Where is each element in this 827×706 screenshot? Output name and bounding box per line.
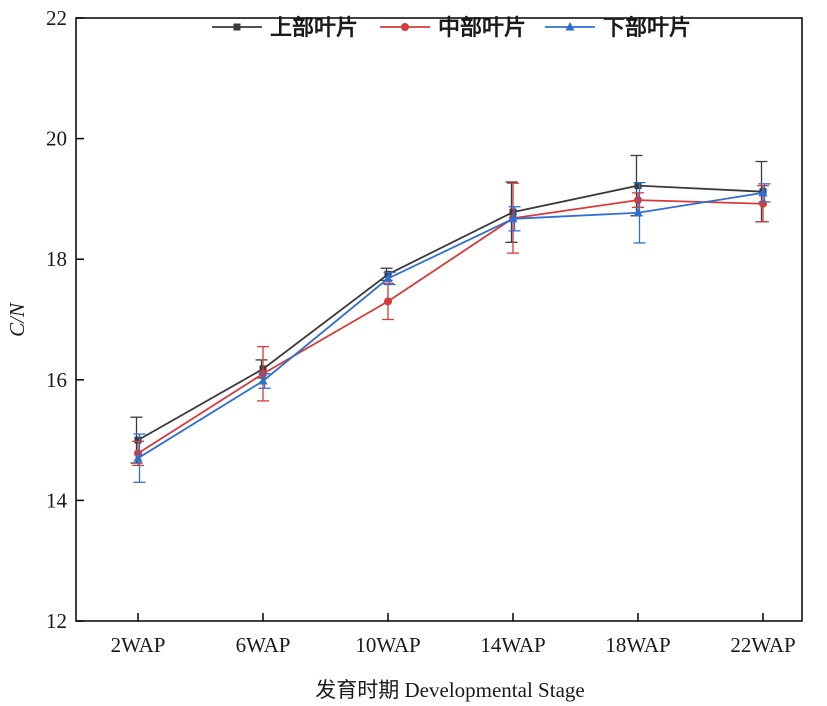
- legend-item: 中部叶片: [380, 15, 526, 41]
- data-point-circle: [759, 199, 767, 208]
- y-axis-title: C/N: [5, 302, 29, 337]
- data-point-triangle: [565, 22, 575, 31]
- series-group: [130, 154, 771, 483]
- x-tick-label: 14WAP: [480, 633, 545, 657]
- plot-frame: [75, 17, 803, 622]
- data-point-triangle: [133, 453, 143, 462]
- series-1: [130, 154, 768, 464]
- y-tick-label: 20: [46, 127, 67, 151]
- x-axis-title: 发育时期 Developmental Stage: [315, 678, 584, 702]
- series-2: [132, 182, 769, 467]
- legend-item: 下部叶片: [545, 15, 691, 41]
- series-line: [137, 199, 764, 455]
- x-tick-label: 6WAP: [236, 633, 291, 657]
- data-point-circle: [634, 196, 642, 205]
- data-point-triangle: [633, 207, 643, 217]
- x-axis-ticks: 2WAP 6WAP 10WAP 14WAP 18WAP 22WAP: [111, 613, 796, 657]
- y-tick-label: 18: [46, 247, 67, 271]
- x-tick-label: 2WAP: [111, 633, 166, 657]
- y-tick-label: 14: [46, 488, 68, 512]
- legend: 上部叶片 中部叶片 下部叶片: [212, 15, 691, 41]
- legend-item: 上部叶片: [212, 15, 358, 41]
- legend-label: 下部叶片: [603, 15, 691, 41]
- x-tick-label: 10WAP: [355, 633, 420, 657]
- data-point-triangle: [258, 376, 268, 385]
- series-line: [137, 184, 764, 441]
- legend-label: 上部叶片: [270, 15, 358, 41]
- y-tick-label: 16: [46, 368, 67, 392]
- data-point-circle: [384, 297, 392, 306]
- data-point-triangle: [758, 187, 768, 197]
- data-point-square: [233, 23, 241, 31]
- y-axis-ticks: 12 14 16 18 20 22: [46, 6, 84, 633]
- y-tick-label: 12: [46, 609, 67, 633]
- x-tick-label: 18WAP: [605, 633, 670, 657]
- series-line: [137, 191, 764, 459]
- x-tick-label: 22WAP: [730, 633, 795, 657]
- legend-label: 中部叶片: [438, 15, 526, 41]
- data-point-circle: [401, 23, 409, 31]
- series-3: [133, 181, 771, 483]
- y-tick-label: 22: [46, 6, 67, 30]
- data-point-triangle: [383, 273, 393, 282]
- data-point-square: [134, 436, 142, 444]
- axes: [75, 17, 803, 622]
- data-point-square: [634, 182, 642, 190]
- data-point-triangle: [508, 213, 518, 223]
